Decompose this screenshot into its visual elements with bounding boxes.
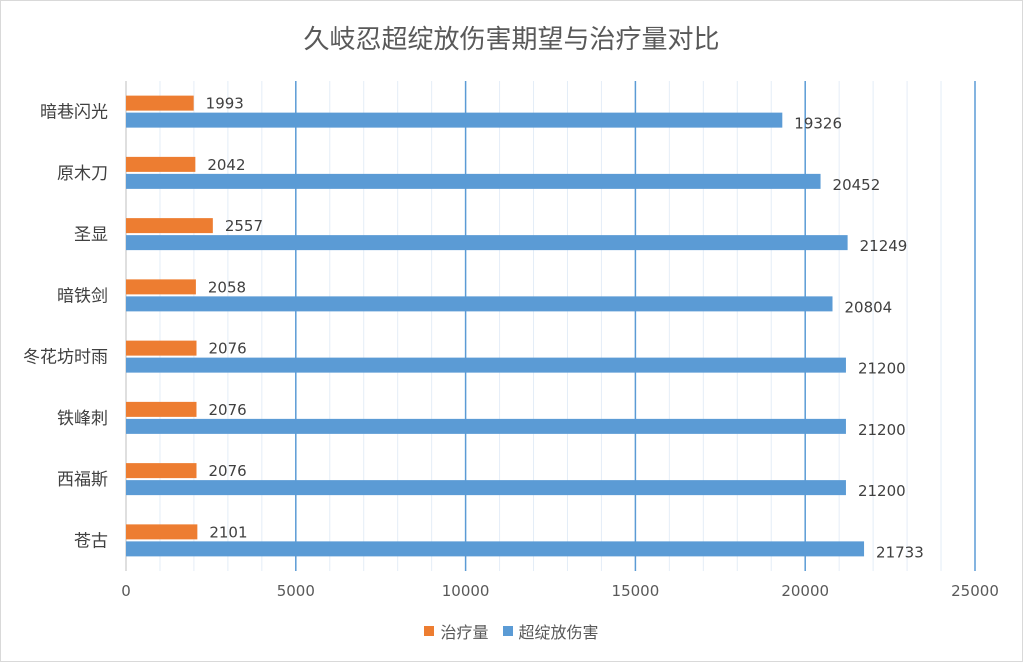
legend-item-heal: 治疗量 [424, 619, 489, 643]
bar-damage [126, 480, 846, 496]
bar-damage [126, 418, 846, 434]
data-label-damage: 20452 [833, 176, 881, 194]
bar-damage [126, 296, 833, 312]
data-label-heal: 2557 [225, 217, 263, 235]
bar-damage [126, 357, 846, 373]
chart-title: 久岐忍超绽放伤害期望与治疗量对比 [303, 25, 720, 55]
data-label-heal: 2076 [209, 462, 247, 480]
data-label-damage: 19326 [794, 115, 842, 133]
category-label: 西福斯 [57, 470, 108, 490]
x-tick-label-5000: 5000 [277, 582, 315, 600]
category-label: 冬花坊时雨 [23, 348, 108, 368]
data-label-heal: 1993 [206, 95, 244, 113]
x-tick-label-25000: 25000 [951, 582, 999, 600]
data-label-heal: 2042 [207, 156, 245, 174]
category-label: 圣显 [74, 225, 108, 245]
bar-heal [126, 463, 197, 479]
category-label: 苍古 [74, 531, 108, 551]
data-label-heal: 2058 [208, 278, 246, 296]
bar-damage [126, 541, 865, 557]
data-label-damage: 21249 [860, 237, 908, 255]
data-label-damage: 20804 [845, 298, 893, 316]
data-label-heal: 2076 [209, 401, 247, 419]
x-tick-label-15000: 15000 [612, 582, 660, 600]
bar-damage [126, 112, 783, 128]
bar-damage [126, 235, 848, 251]
legend-item-damage: 超绽放伤害 [502, 619, 599, 643]
bar-damage [126, 173, 821, 189]
bar-heal [126, 401, 197, 417]
legend-label-damage: 超绽放伤害 [518, 623, 599, 642]
bar-heal [126, 218, 213, 234]
category-label: 原木刀 [57, 164, 108, 184]
x-tick-label-20000: 20000 [781, 582, 829, 600]
x-tick-label-10000: 10000 [442, 582, 490, 600]
bar-heal [126, 340, 197, 356]
legend-label-heal: 治疗量 [440, 623, 489, 642]
data-label-heal: 2076 [209, 340, 247, 358]
category-label: 暗铁剑 [57, 286, 108, 306]
legend-swatch-heal [424, 626, 435, 636]
bar-heal [126, 524, 198, 540]
category-label: 暗巷闪光 [40, 103, 108, 123]
data-label-damage: 21200 [858, 421, 906, 439]
bar-heal [126, 95, 194, 111]
data-label-heal: 2101 [209, 523, 247, 541]
legend: 治疗量 超绽放伤害 [1, 619, 1022, 643]
data-label-damage: 21200 [858, 360, 906, 378]
category-label: 铁峰刺 [57, 409, 108, 429]
data-label-damage: 21733 [876, 543, 924, 561]
bar-heal [126, 156, 196, 172]
legend-swatch-damage [502, 626, 513, 636]
bar-heal [126, 279, 196, 295]
data-label-damage: 21200 [858, 482, 906, 500]
x-tick-label-0: 0 [121, 582, 131, 600]
